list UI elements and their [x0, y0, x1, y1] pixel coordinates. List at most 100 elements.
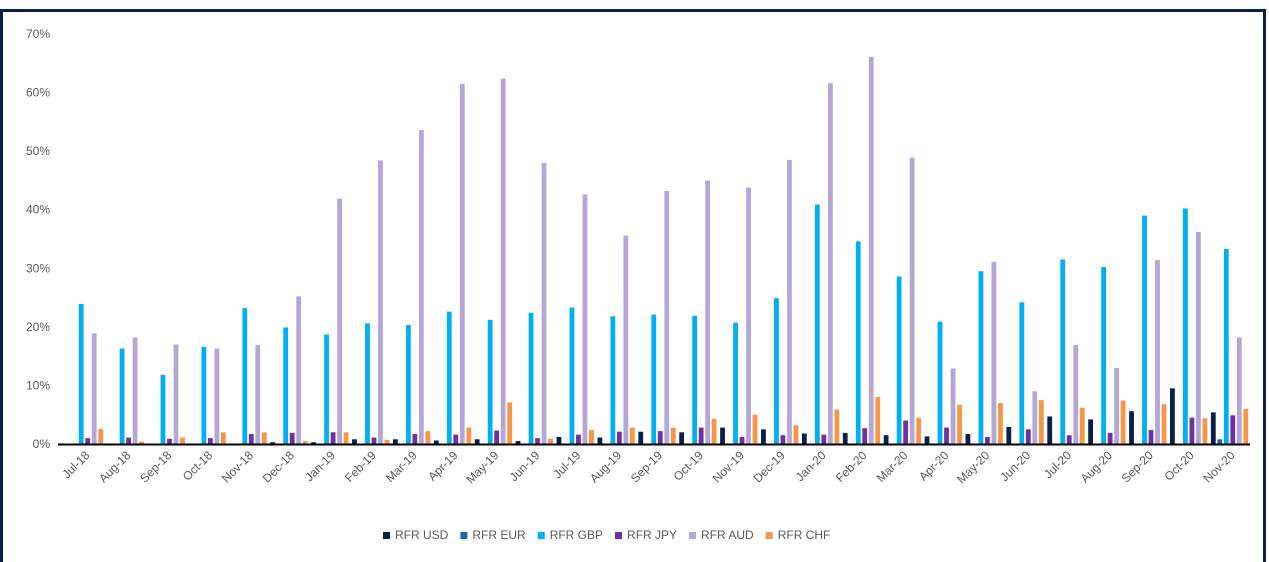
bar-rfr-chf-apr-19 — [466, 427, 472, 444]
bar-rfr-aud-dec-19 — [787, 159, 792, 444]
x-tick-label: Apr-19 — [425, 448, 461, 484]
bar-rfr-jpy-jan-19 — [330, 432, 336, 444]
chart-frame: 0% 10% 20% 30% 40% 50% 60% 70% Jul-18 Aug-18 Sep-… — [0, 9, 1266, 562]
bar-rfr-jpy-oct-19 — [698, 427, 704, 444]
bar-rfr-chf-mar-19 — [425, 431, 431, 444]
legend-label: RFR GBP — [550, 528, 603, 542]
x-tick-label: May-19 — [463, 448, 501, 486]
x-tick-label: Dec-19 — [751, 448, 788, 485]
bar-rfr-chf-mar-20 — [916, 417, 922, 444]
bar-rfr-aud-aug-18 — [132, 337, 138, 444]
bar-rfr-gbp-oct-20 — [1183, 208, 1188, 444]
bar-rfr-jpy-feb-20 — [862, 428, 868, 444]
bar-rfr-aud-nov-18 — [255, 345, 261, 444]
x-tick-label: Feb-19 — [342, 448, 379, 485]
bar-rfr-gbp-apr-20 — [937, 321, 943, 444]
x-tick-label: Apr-20 — [916, 448, 952, 484]
legend-swatch — [537, 532, 545, 539]
bar-rfr-gbp-jul-19 — [569, 307, 575, 444]
x-tick-label: Mar-20 — [874, 448, 911, 485]
bar-rfr-jpy-sep-20 — [1148, 429, 1154, 444]
bar-rfr-aud-aug-20 — [1114, 367, 1120, 444]
bar-rfr-gbp-jun-19 — [528, 312, 534, 444]
x-tick-label: Jun-19 — [507, 448, 543, 484]
bar-rfr-usd-feb-19 — [352, 439, 357, 444]
bar-rfr-usd-nov-20 — [1210, 412, 1216, 444]
bar-rfr-jpy-feb-19 — [371, 437, 377, 444]
bar-rfr-jpy-jul-18 — [85, 438, 91, 444]
bar-rfr-aud-nov-19 — [746, 187, 751, 444]
bar-rfr-jpy-aug-19 — [616, 431, 622, 444]
bar-rfr-aud-aug-19 — [623, 235, 629, 444]
y-axis: 0% 10% 20% 30% 40% 50% 60% 70% — [26, 27, 50, 451]
bar-rfr-gbp-sep-18 — [160, 374, 166, 444]
bar-rfr-gbp-oct-18 — [201, 346, 207, 444]
legend-swatch — [689, 532, 697, 539]
bar-rfr-gbp-oct-19 — [692, 315, 698, 444]
bar-rfr-chf-nov-20 — [1243, 408, 1249, 444]
bar-rfr-gbp-dec-19 — [774, 298, 779, 444]
bar-rfr-chf-feb-19 — [384, 439, 390, 444]
bar-rfr-jpy-aug-20 — [1107, 432, 1113, 444]
bar-rfr-chf-may-20 — [998, 403, 1003, 444]
bar-rfr-chf-aug-19 — [629, 427, 635, 444]
bar-rfr-aud-mar-19 — [418, 130, 424, 444]
bar-rfr-chf-sep-18 — [180, 437, 185, 444]
top-strip — [0, 0, 1269, 9]
bar-rfr-aud-mar-20 — [909, 157, 915, 444]
bar-rfr-aud-jul-19 — [582, 194, 588, 444]
bar-rfr-chf-jul-19 — [589, 429, 594, 444]
bar-rfr-jpy-may-19 — [494, 430, 500, 444]
y-tick-label: 50% — [26, 144, 50, 158]
bar-rfr-jpy-aug-18 — [126, 437, 131, 444]
x-tick-label: Feb-20 — [833, 448, 870, 485]
bar-rfr-gbp-may-20 — [978, 271, 984, 444]
bar-rfr-chf-aug-18 — [139, 441, 144, 444]
bar-rfr-gbp-dec-18 — [283, 327, 289, 444]
bar-rfr-usd-mar-20 — [883, 435, 889, 444]
bar-rfr-aud-sep-18 — [173, 344, 179, 444]
y-tick-label: 0% — [33, 437, 51, 451]
bar-rfr-jpy-nov-19 — [739, 436, 745, 444]
bar-rfr-usd-may-20 — [965, 434, 971, 444]
bar-rfr-gbp-jan-20 — [814, 204, 820, 444]
legend-swatch — [383, 532, 390, 539]
bar-rfr-jpy-may-20 — [985, 436, 990, 444]
bar-rfr-aud-oct-20 — [1196, 231, 1201, 444]
x-tick-label: Sep-20 — [1119, 448, 1156, 485]
bar-rfr-aud-jun-20 — [1032, 391, 1038, 444]
bar-rfr-aud-oct-19 — [705, 180, 711, 444]
bar-rfr-chf-dec-18 — [302, 441, 308, 444]
x-tick-label: Aug-18 — [96, 448, 133, 485]
bar-rfr-jpy-nov-20 — [1230, 415, 1236, 444]
y-tick-label: 70% — [26, 27, 50, 41]
bar-rfr-aud-jul-18 — [91, 333, 97, 444]
bar-rfr-usd-feb-20 — [842, 432, 848, 444]
bar-rfr-chf-oct-20 — [1202, 418, 1208, 444]
bar-rfr-usd-dec-19 — [761, 429, 766, 444]
bar-rfr-usd-dec-18 — [270, 442, 276, 444]
x-tick-label: May-20 — [954, 448, 992, 486]
legend: RFR USD RFR EUR RFR GBP RFR JPY RFR AUD RFR C… — [383, 528, 830, 542]
bar-rfr-jpy-oct-20 — [1189, 417, 1195, 444]
bar-rfr-usd-jul-20 — [1047, 416, 1053, 444]
legend-swatch — [765, 532, 773, 539]
bar-rfr-chf-jul-20 — [1079, 407, 1085, 444]
bar-rfr-aud-jul-20 — [1073, 345, 1079, 444]
legend-label: RFR CHF — [778, 528, 831, 542]
bar-rfr-usd-aug-20 — [1088, 419, 1094, 444]
legend-label: RFR USD — [395, 528, 449, 542]
bar-rfr-gbp-sep-20 — [1142, 215, 1147, 444]
bar-rfr-chf-jan-20 — [834, 409, 840, 444]
bar-rfr-gbp-mar-19 — [405, 325, 411, 444]
bar-rfr-jpy-oct-18 — [207, 438, 213, 444]
legend-label: RFR AUD — [701, 528, 754, 542]
bar-rfr-gbp-feb-19 — [365, 323, 370, 444]
bar-rfr-gbp-apr-19 — [446, 311, 452, 444]
bar-rfr-jpy-sep-18 — [167, 438, 172, 444]
bar-rfr-usd-aug-19 — [597, 437, 603, 444]
bar-rfr-aud-sep-19 — [664, 190, 670, 444]
bar-rfr-usd-sep-20 — [1129, 411, 1134, 444]
bar-rfr-gbp-feb-20 — [855, 241, 861, 444]
bar-rfr-usd-oct-19 — [679, 432, 685, 444]
